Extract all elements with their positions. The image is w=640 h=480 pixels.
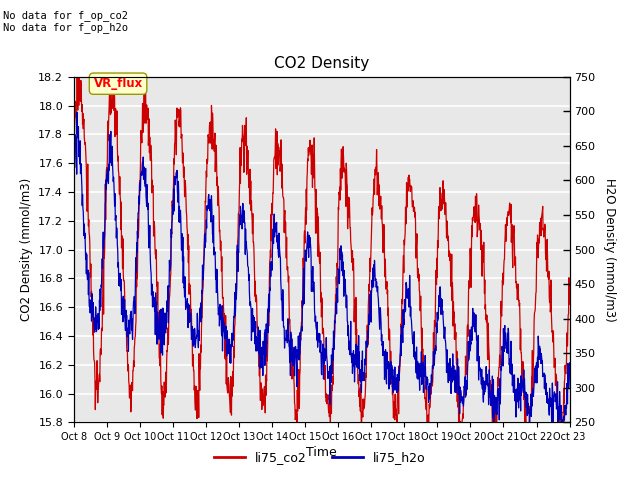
Y-axis label: CO2 Density (mmol/m3): CO2 Density (mmol/m3): [20, 178, 33, 321]
Text: No data for f_op_co2
No data for f_op_h2o: No data for f_op_co2 No data for f_op_h2…: [3, 10, 128, 33]
Legend: li75_co2, li75_h2o: li75_co2, li75_h2o: [209, 446, 431, 469]
Title: CO2 Density: CO2 Density: [274, 57, 369, 72]
Y-axis label: H2O Density (mmol/m3): H2O Density (mmol/m3): [604, 178, 616, 322]
Text: VR_flux: VR_flux: [93, 77, 143, 90]
X-axis label: Time: Time: [306, 446, 337, 459]
